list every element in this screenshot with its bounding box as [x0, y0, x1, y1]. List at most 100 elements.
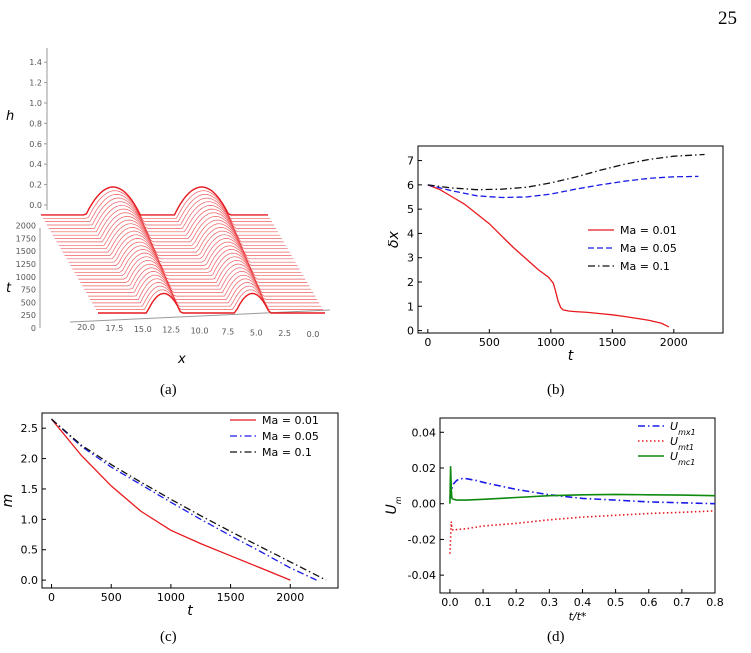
caption-d: (d)	[547, 629, 565, 645]
x-tick-label-6: 5.0	[250, 328, 263, 337]
profile-line-17	[64, 230, 292, 256]
y-tick-label-1: -0.02	[408, 533, 436, 546]
x-tick-label-3: 1500	[598, 336, 626, 349]
t-tick-label-4: 1000	[16, 273, 36, 282]
panel-d-chart: 0.0 0.1 0.2 0.3 0.4 0.5 0.6 0.7 0.8 -0.04 -0.02 0.0…	[384, 417, 724, 623]
series-line-mc1	[449, 466, 716, 504]
y-tick-label-4: 4	[407, 227, 414, 240]
h-tick-label-7: 1.4	[29, 58, 42, 67]
t-tick-label-7: 1750	[16, 234, 36, 243]
profile-line-26	[46, 197, 274, 226]
profile-line-3	[92, 282, 320, 304]
profile-line-29	[41, 186, 268, 216]
x-tick-label-5: 7.5	[222, 327, 235, 336]
profile-line-6	[86, 271, 314, 293]
x-axis-line	[69, 309, 331, 323]
profile-line-16	[66, 234, 294, 260]
t-tick-label-8: 2000	[16, 222, 36, 231]
h-axis-label: h	[6, 109, 14, 124]
x-tick-label-1: 0.1	[474, 596, 492, 609]
y-axis-label: m	[0, 494, 16, 508]
x-tick-label-3: 1500	[217, 591, 245, 604]
y-tick-label-0: 0.0	[21, 574, 39, 587]
series-line-mx1	[449, 477, 716, 505]
y-tick-label-5: 5	[407, 203, 414, 216]
series-line-mt1	[449, 510, 716, 554]
x-tick-label-6: 0.6	[640, 596, 658, 609]
y-tick-label-1: 0.5	[21, 544, 39, 557]
x-tick-label-0: 20.0	[77, 323, 95, 332]
profile-line-11	[76, 252, 304, 277]
x-axis-label: x	[177, 352, 186, 367]
profile-line-14	[70, 241, 298, 266]
profile-line-0	[98, 292, 325, 314]
y-tick-label-5: 2.5	[21, 422, 39, 435]
x-tick-label-4: 2000	[276, 591, 304, 604]
panel-b-chart: 0 500 1000 1500 2000 0 1 2 3 4 5 6 7 t δx Ma = 0.01 Ma =…	[388, 145, 724, 364]
profile-line-10	[78, 256, 306, 280]
series-line-ma-1	[427, 175, 699, 199]
profile-line-8	[82, 263, 310, 287]
x-axis-label: t	[187, 603, 193, 619]
profile-line-22	[54, 212, 282, 239]
x-tick-label-2: 15.0	[134, 325, 152, 334]
profile-line-27	[44, 194, 272, 222]
page-number: 25	[718, 8, 737, 29]
panel-a-3d-chart: 0.0 0.2 0.4 0.6 0.8 1.0 1.2 1.4 h 0 250 500 750 1000 1…	[6, 48, 331, 367]
y-tick-label-3: 0.02	[412, 462, 437, 475]
profile-line-1	[96, 289, 323, 310]
legend-entry-2: Umc1	[670, 450, 695, 467]
x-tick-label-2: 1000	[157, 591, 185, 604]
t-tick-label-3: 750	[21, 286, 36, 295]
profile-line-24	[50, 204, 278, 233]
x-axis-label: t/t*	[569, 610, 587, 623]
h-tick-label-6: 1.2	[29, 79, 42, 88]
y-tick-label-3: 1.5	[21, 483, 39, 496]
series-line-ma-0	[427, 184, 670, 328]
legend-entry-1: Ma = 0.05	[620, 242, 677, 255]
profile-line-19	[60, 223, 288, 250]
panel-c-chart: 0 500 1000 1500 2000 0.0 0.5 1.0 1.5 2.0 2.5 t m Ma =…	[0, 412, 339, 619]
profile-line-15	[68, 238, 296, 263]
profile-line-25	[48, 201, 276, 229]
legend-entry-2: Ma = 0.1	[262, 446, 312, 459]
y-tick-label-0: -0.04	[408, 569, 436, 582]
x-tick-label-7: 0.7	[673, 596, 691, 609]
h-tick-label-1: 0.2	[29, 181, 42, 190]
x-tick-label-3: 0.3	[541, 596, 559, 609]
series-line-ma-2	[427, 153, 705, 191]
y-tick-label-1: 1	[407, 300, 414, 313]
x-tick-label-8: 0.8	[706, 596, 724, 609]
y-tick-label-4: 0.04	[412, 426, 437, 439]
x-tick-label-0: 0.0	[441, 596, 459, 609]
y-tick-label-3: 3	[407, 252, 414, 265]
t-tick-label-0: 0	[31, 324, 36, 333]
x-tick-label-5: 0.5	[607, 596, 625, 609]
profile-line-5	[88, 274, 316, 297]
legend-entry-1: Ma = 0.05	[262, 430, 319, 443]
profile-line-2	[94, 285, 322, 307]
profile-line-20	[58, 219, 286, 246]
series-line-ma-1	[51, 418, 317, 581]
profile-line-21	[56, 216, 284, 243]
plot-frame	[417, 145, 724, 334]
series-line-ma-0	[50, 418, 291, 581]
t-tick-label-2: 500	[21, 298, 36, 307]
profile-line-18	[62, 227, 290, 253]
h-tick-label-5: 1.0	[29, 99, 42, 108]
y-tick-label-6: 6	[407, 179, 414, 192]
x-tick-label-1: 500	[479, 336, 500, 349]
caption-c: (c)	[160, 629, 177, 645]
h-tick-label-0: 0.0	[29, 201, 42, 210]
x-tick-label-2: 0.2	[507, 596, 525, 609]
profile-line-23	[52, 208, 280, 236]
plot-frame	[439, 417, 716, 594]
h-tick-label-3: 0.6	[29, 140, 42, 149]
t-tick-label-1: 250	[21, 311, 36, 320]
profile-line-7	[84, 267, 312, 290]
y-tick-label-4: 2.0	[21, 453, 39, 466]
x-tick-label-2: 1000	[537, 336, 565, 349]
x-tick-label-1: 500	[101, 591, 122, 604]
h-tick-label-4: 0.8	[29, 119, 42, 128]
x-tick-label-4: 10.0	[191, 327, 209, 336]
